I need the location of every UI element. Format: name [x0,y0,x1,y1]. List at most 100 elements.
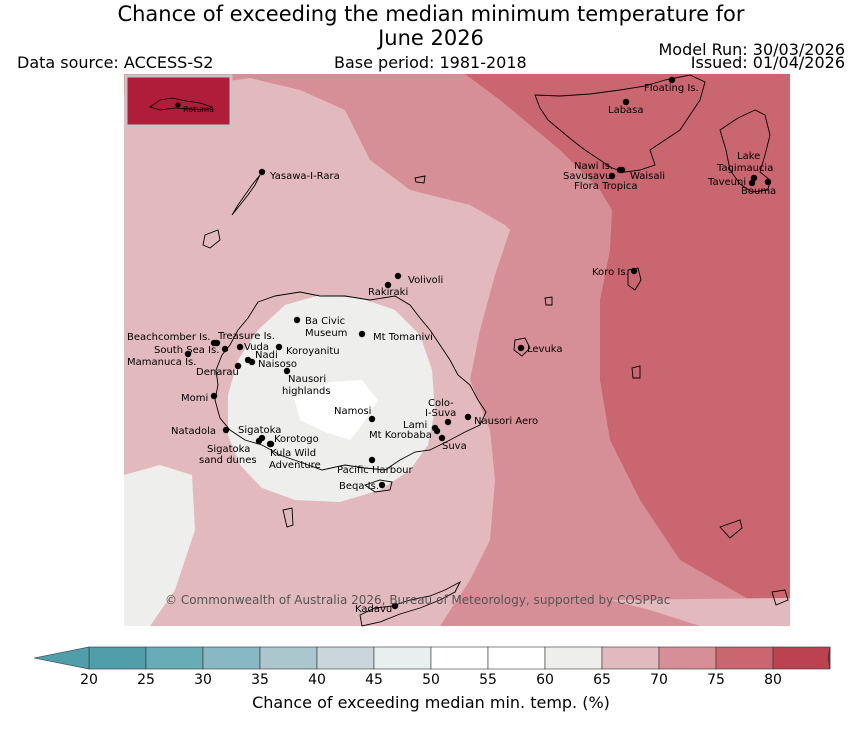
place-marker [433,427,441,435]
place-label: Denarau [196,367,239,378]
ovalau-coast [513,337,531,357]
place-label: Levuka [527,344,563,355]
place-marker [267,440,275,448]
colorbar-tick-label: 55 [479,672,497,688]
colorbar-tick-label: 75 [707,672,725,688]
place-marker [368,415,376,423]
place-label: Savusavu [563,171,611,182]
place-label: I-Suva [425,408,456,419]
place-marker [378,481,386,489]
place-marker [668,76,676,84]
vanua-levu-coast [534,74,706,173]
place-label: Sigatoka [207,444,250,455]
islet-coast-4 [771,589,789,606]
place-marker [444,418,452,426]
colorbar-tick-label: 80 [764,672,782,688]
place-label: Adventure [269,460,321,471]
place-marker [283,367,291,375]
yasawa-coast [231,174,261,216]
place-label: Lami [403,420,427,431]
place-label: Flora Tropica [574,181,637,192]
place-label: Kadavu [355,604,392,615]
place-marker [391,602,399,610]
field-70-75 [465,74,790,610]
vatulele-coast [282,507,294,528]
colorbar-tick-label: 30 [194,672,212,688]
place-label: Naisoso [258,359,297,370]
colorbar-tick-label: 60 [536,672,554,688]
place-marker [210,392,218,400]
title-line-2: June 2026 [378,26,484,50]
place-marker [764,178,772,186]
place-marker [517,344,525,352]
colorbar-tick-label: 45 [365,672,383,688]
field-55-60-west [124,465,195,626]
colorbar-segment [373,646,432,670]
colorbar-tick-label: 40 [308,672,326,688]
place-marker [622,98,630,106]
colorbar-segment [430,646,489,670]
ono-ilau-coast [719,519,743,539]
place-label: Treasure Is. [217,331,275,342]
place-marker [618,166,626,174]
data-source: Data source: ACCESS-S2 [17,53,214,72]
place-label: Volivoli [408,275,443,286]
colorbar-segment [601,646,660,670]
place-label: South Sea Is. [154,345,219,356]
place-label: Sigatoka [238,425,281,436]
place-label: Rakiraki [368,287,408,298]
colorbar-segment [88,646,147,670]
place-marker [608,172,616,180]
issued-date: Issued: 01/04/2026 [690,53,845,72]
colorbar-segment [544,646,603,670]
place-label: Korotogo [274,434,319,445]
place-label: Lake [737,151,760,162]
place-label: Nausori [288,374,326,385]
place-label: Nadi [255,350,278,361]
colorbar-tick-label: 35 [251,672,269,688]
colorbar-over-arrow [827,646,831,670]
place-label: Momi [181,393,208,404]
place-marker [258,168,266,176]
chart-title: Chance of exceeding the median minimum t… [0,2,862,50]
place-marker [750,174,758,182]
place-label: Vuda [244,342,269,353]
base-period: Base period: 1981-2018 [334,53,527,72]
place-marker [464,413,472,421]
colorbar-segment [316,646,375,670]
place-marker [236,343,244,351]
colorbar-tick-label: 50 [422,672,440,688]
place-label: Floating Is. [644,83,699,94]
place-label: Colo- [428,398,454,409]
colorbar-tick-label: 20 [80,672,98,688]
place-label: Bouma [741,186,776,197]
place-label: highlands [282,386,331,397]
colorbar-title: Chance of exceeding median min. temp. (%… [252,693,610,712]
place-label: Taveuni [707,177,746,188]
colorbar-segment [772,646,831,670]
islet-coast [414,175,426,184]
islet-coast-2 [544,296,553,306]
waya-coast [202,229,221,249]
place-marker [368,456,376,464]
place-label: Kula Wild [270,448,316,459]
place-label: Koro Is. [592,267,629,278]
place-marker [221,345,229,353]
place-marker [394,272,402,280]
place-label: Beachcomber Is. [127,332,210,343]
place-label: Namosi [334,406,371,417]
rotuma-coast [149,97,214,111]
field-50-55 [294,380,378,440]
colorbar [33,646,831,670]
colorbar-segment [145,646,204,670]
place-marker [275,343,283,351]
rotuma-inset: Rotuma [124,74,233,128]
koro-coast [627,267,642,291]
place-label: Labasa [608,105,644,116]
islet-coast-3 [631,365,641,379]
place-label: Nawi Is. [574,161,613,172]
place-label: Waisali [630,171,665,182]
place-label: Mamanuca Is. [127,357,196,368]
place-marker [748,179,756,187]
